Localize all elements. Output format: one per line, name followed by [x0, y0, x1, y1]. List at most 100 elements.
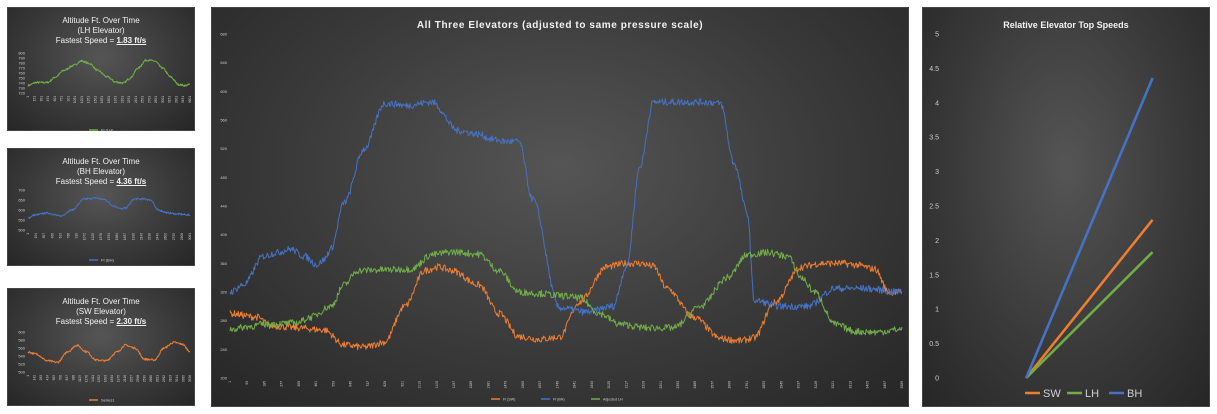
chart-all-xtick-14: 1289 — [469, 381, 473, 389]
chart-all-xtick-12: 1105 — [435, 381, 439, 388]
chart-sw-xtick-15: 2116 — [123, 375, 127, 382]
chart-bh-xtick-10: 1531 — [107, 233, 111, 240]
chart-all-xtick-30: 2761 — [745, 381, 749, 389]
chart-all-ytick-5: 400 — [220, 232, 227, 237]
chart-bh-speed-value: 4.36 ft/s — [116, 177, 147, 186]
chart-lh-series-line-0 — [27, 58, 191, 87]
chart-all-ytick-0: 200 — [220, 376, 227, 381]
chart-all-xtick-0: 1 — [228, 381, 232, 383]
chart-sw-xtick-4: 565 — [52, 375, 56, 381]
chart-speeds-ytick-8: 4 — [935, 100, 939, 107]
chart-all-plot: 200 240 280 320 360 400 440 480 520 560 600 640 680 1… — [220, 32, 904, 402]
chart-bh-xtick-14: 2143 — [139, 233, 143, 240]
chart-lh-xtick-18: 2701 — [147, 96, 151, 103]
chart-lh-title-line2: (LH Elevator) — [77, 26, 125, 35]
chart-speeds-title: Relative Elevator Top Speeds — [1003, 20, 1129, 30]
chart-speeds-plot: 0 0.5 1 1.5 2 2.5 3 3.5 4 4.5 5 SW LH BH — [929, 32, 1154, 400]
chart-all-xtick-29: 2669 — [728, 381, 732, 389]
chart-lh-xtick-5: 751 — [60, 96, 64, 102]
chart-lh-xtick-15: 2251 — [127, 96, 131, 103]
chart-lh-xtick-3: 451 — [46, 96, 50, 102]
chart-all-xtick-28: 2577 — [710, 381, 714, 389]
chart-lh-ytick-3: 750 — [18, 76, 25, 81]
chart-bh-speed-prefix: Fastest Speed = — [55, 177, 117, 186]
chart-all-xtick-27: 2485 — [693, 381, 697, 389]
chart-lh-xtick-9: 1351 — [87, 96, 91, 103]
chart-all-xtick-33: 3037 — [797, 381, 801, 389]
chart-lh-ytick-1: 730 — [18, 86, 25, 91]
chart-bh-ytick-2: 600 — [18, 208, 25, 213]
chart-sw-legend-label-0: Series1 — [101, 398, 115, 403]
chart-bh-xtick-1: 154 — [34, 233, 38, 239]
chart-lh-speed-value: 1.83 ft/s — [116, 36, 147, 45]
chart-bh-xtick-8: 1225 — [91, 233, 95, 240]
chart-sw-title: Altitude Ft. Over Time (SW Elevator) Fas… — [8, 297, 194, 327]
chart-all-ytick-8: 520 — [220, 146, 227, 151]
chart-all-xtick-34: 3129 — [814, 381, 818, 389]
chart-sw-xtick-11: 1552 — [97, 375, 101, 382]
chart-speeds-ytick-6: 3 — [935, 169, 939, 176]
chart-sw-title-line2: (SW Elevator) — [76, 307, 126, 316]
chart-sw-xtick-23: 3244 — [175, 375, 179, 382]
chart-all-legend-label-1: Ft (BH) — [553, 398, 565, 402]
chart-lh-xtick-24: 3601 — [188, 96, 192, 103]
chart-lh-ytick-4: 760 — [18, 71, 25, 76]
chart-sw-xtick-20: 2821 — [156, 375, 160, 382]
chart-sw-xtick-5: 706 — [58, 375, 62, 381]
chart-lh-speed-prefix: Fastest Speed = — [55, 36, 117, 45]
chart-all-ytick-2: 280 — [220, 318, 227, 323]
chart-sw-panel: Altitude Ft. Over Time (SW Elevator) Fas… — [7, 288, 195, 406]
chart-all-xtick-4: 369 — [297, 381, 301, 387]
chart-all-panel: All Three Elevators (adjusted to same pr… — [211, 7, 909, 407]
chart-all-xtick-20: 1841 — [573, 381, 577, 389]
chart-all-xtick-10: 921 — [400, 381, 404, 387]
chart-bh-plot: 500 550 600 650 700 1 154 307 460 613 766 919 1072 12… — [18, 188, 192, 263]
chart-bh-ytick-4: 700 — [18, 188, 25, 193]
chart-lh-xtick-2: 301 — [39, 96, 43, 102]
chart-lh-xtick-20: 3001 — [161, 96, 165, 103]
chart-bh-title-line1: Altitude Ft. Over Time — [62, 157, 140, 166]
chart-all-xtick-35: 3221 — [831, 381, 835, 389]
chart-lh-xtick-19: 2851 — [154, 96, 158, 103]
chart-bh-ytick-3: 650 — [18, 198, 25, 203]
chart-sw-xtick-8: 1129 — [78, 375, 82, 382]
chart-sw-xtick-13: 1834 — [110, 375, 114, 382]
chart-bh-panel: Altitude Ft. Over Time (BH Elevator) Fas… — [7, 148, 195, 266]
chart-all-xtick-32: 2945 — [779, 381, 783, 389]
chart-all-xtick-21: 1933 — [590, 381, 594, 389]
chart-bh-xtick-12: 1837 — [123, 233, 127, 240]
chart-lh-ytick-0: 720 — [18, 91, 25, 96]
chart-lh-xtick-16: 2401 — [134, 96, 138, 103]
chart-all-xtick-24: 2209 — [642, 381, 646, 389]
chart-speeds-legend-label-2: BH — [1127, 388, 1142, 400]
chart-lh-xtick-13: 1951 — [114, 96, 118, 103]
chart-bh-ytick-1: 550 — [18, 218, 25, 223]
chart-sw-xtick-19: 2680 — [149, 375, 153, 382]
chart-lh-xtick-14: 2101 — [120, 96, 124, 103]
chart-bh-series-line-0 — [27, 196, 191, 219]
chart-all-ytick-11: 640 — [220, 60, 227, 65]
chart-sw-xtick-6: 847 — [65, 375, 69, 381]
chart-all-xtick-6: 553 — [331, 381, 335, 387]
chart-lh-xtick-1: 151 — [33, 96, 37, 102]
chart-lh-ytick-2: 740 — [18, 81, 25, 86]
chart-all-xtick-9: 829 — [383, 381, 387, 387]
chart-speeds-ytick-2: 1 — [935, 307, 939, 314]
chart-all-xtick-31: 2853 — [762, 381, 766, 389]
chart-lh-ytick-8: 800 — [18, 51, 25, 56]
chart-speeds-panel: Relative Elevator Top Speeds 0 0.5 1 1.5 2 2.… — [922, 7, 1210, 407]
chart-all-ytick-10: 600 — [220, 89, 227, 94]
chart-lh-xtick-11: 1651 — [100, 96, 104, 103]
chart-all-xtick-8: 737 — [366, 381, 370, 387]
chart-bh-xtick-5: 766 — [66, 233, 70, 239]
chart-speeds-series-line-1 — [1025, 251, 1154, 379]
chart-sw-xtick-3: 424 — [45, 375, 49, 381]
chart-speeds-ytick-3: 1.5 — [929, 272, 939, 279]
chart-lh-xtick-8: 1201 — [80, 96, 84, 103]
chart-all-ytick-6: 440 — [220, 204, 227, 209]
chart-all-series-line-0 — [229, 259, 902, 351]
chart-lh-ytick-7: 790 — [18, 56, 25, 61]
chart-bh-xtick-19: 2908 — [180, 233, 184, 240]
chart-all-ytick-9: 560 — [220, 118, 227, 123]
chart-lh-xtick-23: 3451 — [181, 96, 185, 103]
